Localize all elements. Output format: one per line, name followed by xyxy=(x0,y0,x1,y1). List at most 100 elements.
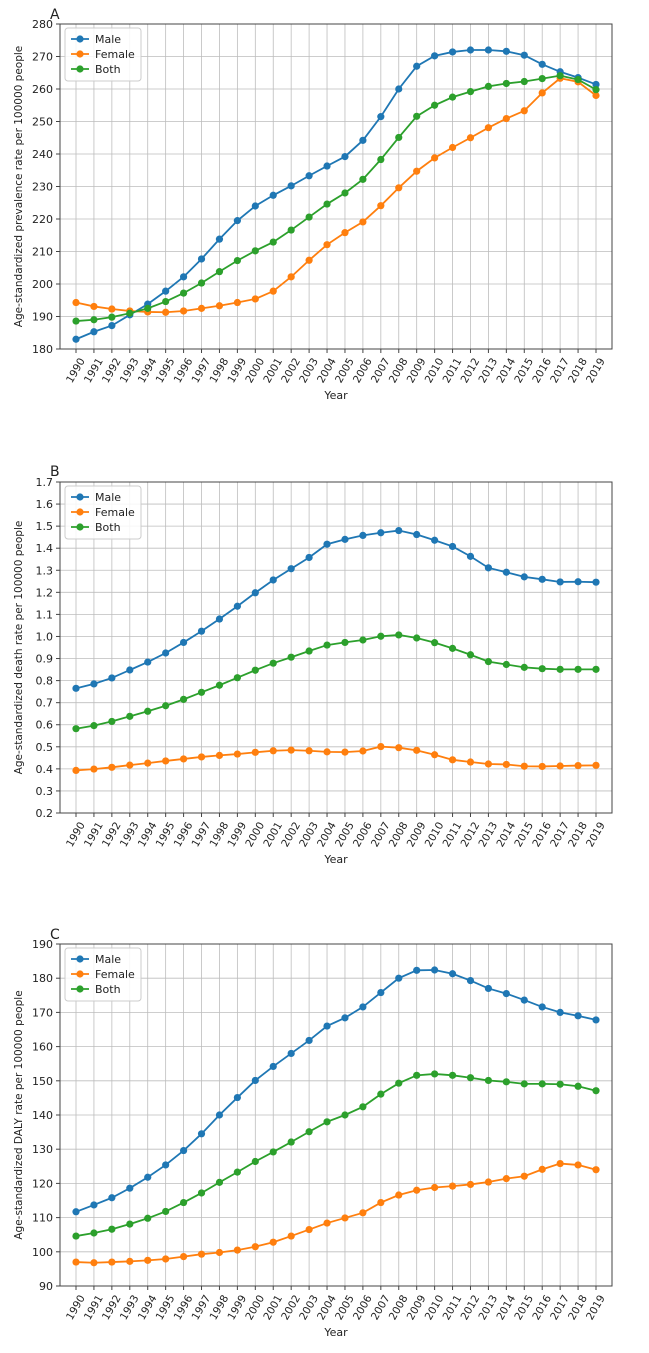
y-axis-label: Age-standardized prevalence rate per 100… xyxy=(13,46,25,327)
data-point xyxy=(323,200,331,208)
data-point xyxy=(431,966,439,974)
data-point xyxy=(323,641,331,649)
series-female xyxy=(72,1159,600,1267)
data-point xyxy=(90,680,98,688)
data-point xyxy=(466,552,475,560)
legend-swatch-marker xyxy=(76,508,84,516)
series-line xyxy=(75,77,597,314)
data-point xyxy=(269,1062,277,1071)
data-point xyxy=(72,298,80,307)
data-point xyxy=(251,1076,259,1085)
y-tick-label: 230 xyxy=(32,181,53,194)
data-point xyxy=(90,1201,98,1209)
data-point xyxy=(197,1189,206,1197)
y-tick-label: 1.5 xyxy=(36,520,54,533)
data-point xyxy=(287,182,295,190)
data-point xyxy=(108,717,116,726)
legend-label: Both xyxy=(95,63,121,76)
data-point xyxy=(377,988,385,997)
data-point xyxy=(215,1111,224,1119)
data-point xyxy=(162,1255,170,1263)
legend-swatch-marker xyxy=(76,970,84,978)
data-point xyxy=(144,707,152,715)
series-line xyxy=(75,1162,597,1264)
data-point xyxy=(197,753,206,761)
data-point xyxy=(269,659,277,667)
data-point xyxy=(395,631,403,639)
data-point xyxy=(305,647,313,655)
legend-label: Female xyxy=(95,968,135,981)
data-point xyxy=(341,1111,349,1119)
data-point xyxy=(108,674,116,682)
data-point xyxy=(341,535,349,543)
data-point xyxy=(520,77,528,86)
data-point xyxy=(448,1071,457,1079)
data-point xyxy=(269,747,277,755)
data-point xyxy=(144,1214,152,1222)
data-point xyxy=(269,1148,277,1156)
data-point xyxy=(520,1080,528,1088)
data-point xyxy=(413,62,421,70)
data-point xyxy=(395,133,403,142)
data-point xyxy=(72,1208,80,1216)
data-point xyxy=(126,666,134,674)
data-point xyxy=(448,542,457,551)
data-point xyxy=(305,747,313,755)
data-point xyxy=(448,970,457,978)
series-both xyxy=(72,72,600,325)
data-point xyxy=(484,1178,493,1186)
data-point xyxy=(502,660,510,669)
data-point xyxy=(197,627,206,635)
data-point xyxy=(251,589,259,597)
data-point xyxy=(305,1036,313,1045)
data-point xyxy=(108,305,116,313)
data-point xyxy=(233,1246,241,1254)
data-point xyxy=(269,576,277,584)
data-point xyxy=(520,573,528,581)
data-point xyxy=(179,1252,188,1261)
data-point xyxy=(233,674,241,682)
legend-swatch-marker xyxy=(76,65,84,73)
data-point xyxy=(323,1022,331,1030)
data-point xyxy=(592,80,600,89)
data-point xyxy=(556,578,564,586)
y-axis-label: Age-standardized death rate per 100000 p… xyxy=(13,521,25,775)
data-point xyxy=(305,172,313,180)
data-point xyxy=(179,307,188,315)
data-point xyxy=(162,649,170,657)
y-tick-label: 0.9 xyxy=(36,653,54,666)
y-axis-label: Age-standardized DALY rate per 100000 pe… xyxy=(13,990,25,1239)
data-point xyxy=(431,751,439,759)
data-point xyxy=(466,88,475,96)
data-point xyxy=(484,82,493,90)
data-point xyxy=(233,257,241,265)
data-point xyxy=(395,85,403,93)
legend-label: Male xyxy=(95,491,121,504)
y-tick-label: 270 xyxy=(32,51,53,64)
legend-swatch-marker xyxy=(76,50,84,58)
data-point xyxy=(377,1090,385,1098)
data-point xyxy=(251,202,259,210)
data-point xyxy=(287,273,295,281)
data-point xyxy=(502,79,510,88)
y-tick-label: 1.6 xyxy=(36,498,54,511)
legend-swatch-marker xyxy=(76,985,84,993)
data-point xyxy=(592,665,600,673)
data-point xyxy=(90,302,98,311)
y-tick-label: 1.0 xyxy=(36,630,54,643)
data-point xyxy=(144,658,152,666)
data-point xyxy=(341,153,349,161)
panel-a: 1801902002102202302402502602702801990199… xyxy=(13,7,613,402)
data-point xyxy=(538,75,546,83)
y-tick-label: 180 xyxy=(32,972,53,985)
data-point xyxy=(538,762,546,771)
data-point xyxy=(305,553,313,562)
data-point xyxy=(359,136,367,144)
data-point xyxy=(431,1070,439,1078)
data-point xyxy=(179,289,188,297)
legend-swatch-marker xyxy=(76,955,84,963)
data-point xyxy=(144,759,152,767)
data-point xyxy=(72,317,80,325)
data-point xyxy=(359,1209,367,1217)
data-point xyxy=(90,722,98,730)
